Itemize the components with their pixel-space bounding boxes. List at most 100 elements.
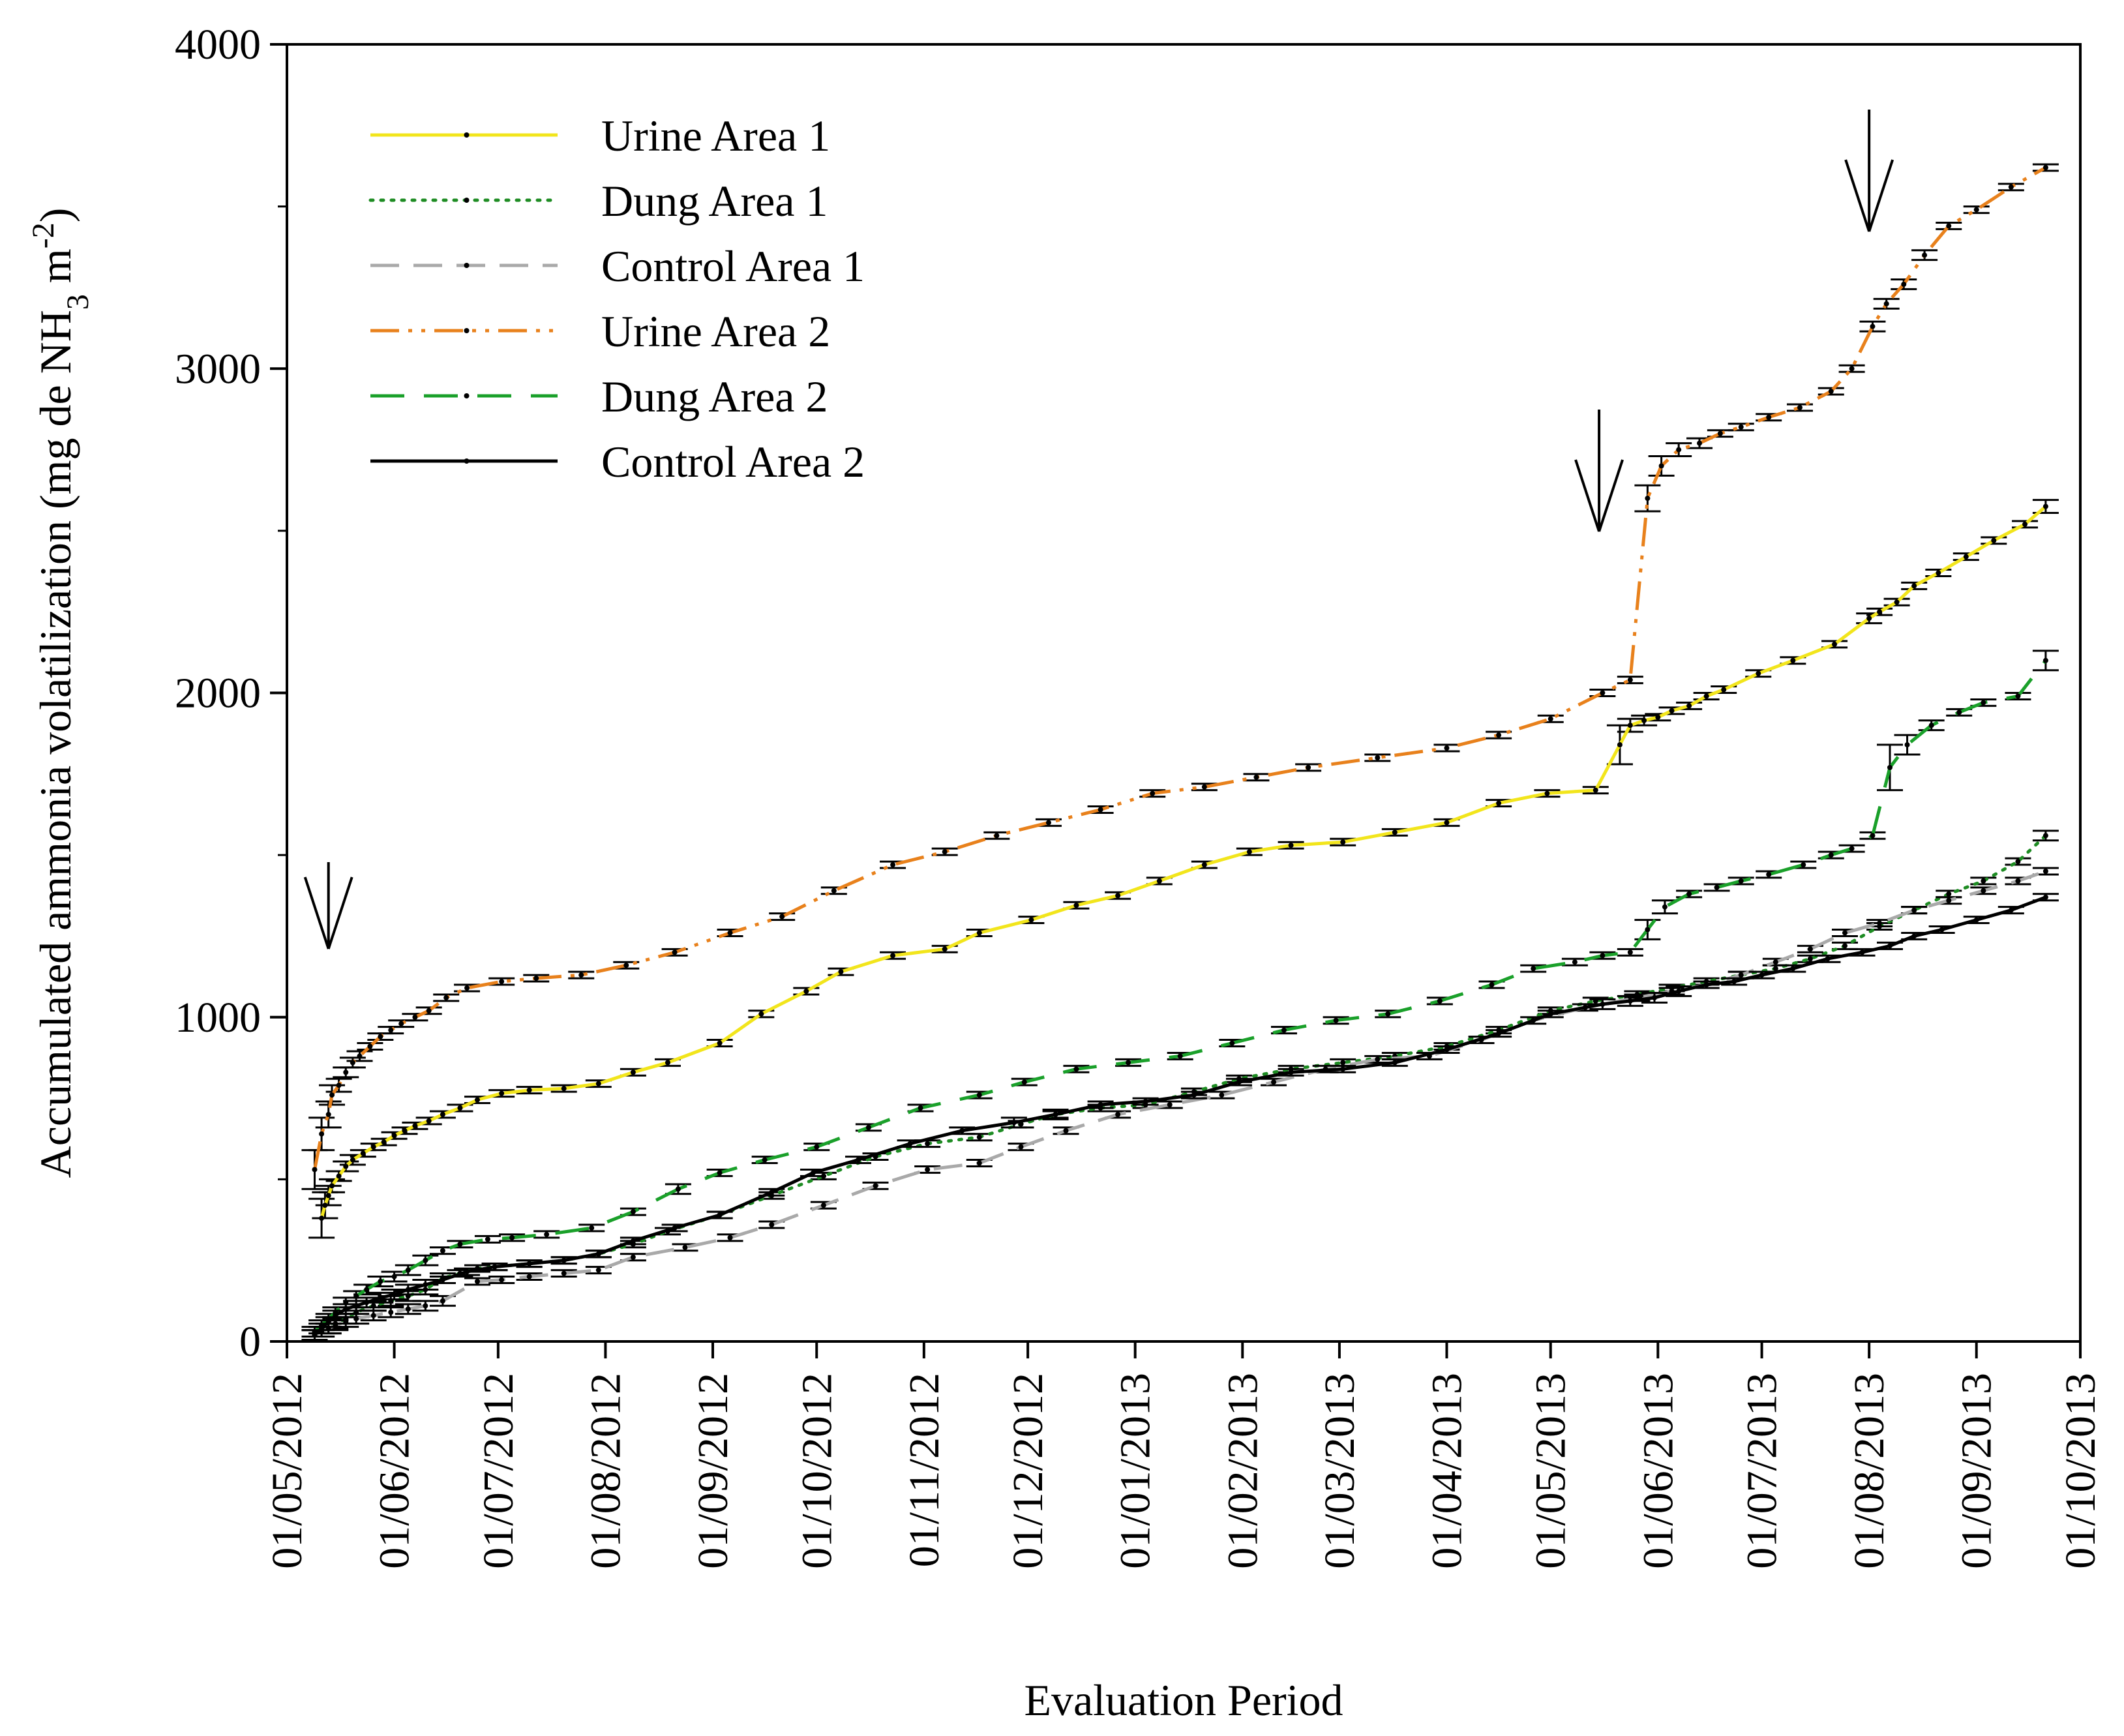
x-tick-label: 01/01/2013 (1112, 1373, 1159, 1569)
data-point (1375, 755, 1381, 760)
data-point (717, 1212, 723, 1218)
data-point (1288, 843, 1294, 848)
data-point (890, 862, 896, 868)
data-point (890, 953, 896, 959)
data-point (769, 1190, 775, 1195)
data-point (2022, 521, 2028, 527)
data-point (1392, 830, 1398, 835)
arrow-head-left (303, 876, 330, 950)
data-point (1703, 982, 1709, 988)
data-point (925, 1141, 931, 1146)
data-point (1627, 950, 1633, 955)
x-tick-label: 01/07/2012 (475, 1373, 522, 1569)
data-point (364, 1287, 370, 1293)
data-point (630, 1070, 636, 1075)
data-point (1901, 281, 1907, 287)
data-point (423, 1281, 428, 1287)
data-point (727, 930, 733, 936)
data-point (769, 1221, 775, 1227)
data-point (1714, 884, 1720, 890)
y-axis-title-subscript: 3 (61, 294, 95, 310)
data-point (440, 1298, 445, 1304)
legend-marker (464, 458, 470, 464)
data-point (1981, 888, 1986, 893)
data-point (2015, 693, 2021, 699)
x-tick-label: 01/05/2012 (263, 1373, 311, 1569)
data-point (2008, 907, 2014, 913)
data-point (499, 979, 505, 985)
data-point (1073, 903, 1079, 908)
data-point (2042, 503, 2048, 509)
data-point (1946, 223, 1952, 229)
data-point (1306, 764, 1311, 770)
data-point (343, 1163, 349, 1169)
data-point (370, 1144, 376, 1150)
legend-label: Dung Area 2 (601, 372, 828, 421)
data-point (2042, 868, 2048, 874)
data-point (343, 1070, 349, 1075)
data-point (1991, 537, 1997, 543)
data-point (855, 1157, 861, 1163)
data-point (1531, 966, 1536, 972)
data-point (1883, 301, 1889, 307)
data-point (561, 1270, 567, 1276)
data-point (1697, 440, 1703, 446)
x-tick-label: 01/06/2012 (371, 1373, 419, 1569)
data-point (1496, 800, 1502, 806)
legend: Urine Area 1 Dung Area 1 Control Area 1 Uri… (368, 111, 865, 486)
data-point (412, 1014, 418, 1020)
data-point (457, 1105, 463, 1111)
data-point (907, 1141, 913, 1146)
data-point (1842, 943, 1847, 949)
data-point (533, 976, 539, 981)
data-point (357, 1053, 363, 1059)
data-point (630, 1254, 636, 1260)
y-tick-label: 3000 (175, 345, 261, 393)
data-point (2042, 164, 2048, 170)
data-point (1832, 641, 1838, 647)
data-point (1437, 998, 1443, 1004)
data-point (1686, 891, 1692, 897)
data-point (1340, 1066, 1346, 1072)
data-point (336, 1083, 342, 1088)
x-tick-label: 01/11/2012 (901, 1373, 948, 1567)
data-point (1828, 852, 1834, 858)
data-point (717, 1040, 723, 1046)
series-urine-area-1 (308, 499, 2059, 1239)
data-point (1073, 1066, 1079, 1072)
data-point (762, 1157, 768, 1163)
y-axis-title-superscript: -2 (26, 222, 61, 248)
data-point (942, 849, 948, 855)
data-point (526, 1274, 532, 1280)
data-point (1963, 554, 1969, 560)
data-point (1156, 878, 1162, 884)
data-point (717, 1170, 723, 1176)
arrow-head-left (1844, 159, 1871, 232)
data-point (1849, 846, 1855, 852)
x-tick-label: 01/08/2013 (1846, 1373, 1893, 1569)
data-point (405, 1267, 411, 1273)
data-point (675, 1186, 681, 1192)
x-tick-label: 01/02/2013 (1219, 1373, 1266, 1569)
data-point (1738, 972, 1744, 978)
data-point (1973, 917, 1979, 923)
arrow-head-right (1598, 459, 1624, 532)
data-point (1686, 703, 1692, 709)
data-point (1444, 820, 1450, 826)
data-point (1177, 1053, 1183, 1059)
data-point (1939, 927, 1945, 933)
y-axis-title-middle: m (31, 248, 80, 294)
data-point (1281, 1027, 1287, 1033)
data-point (1600, 953, 1606, 959)
y-tick-label: 1000 (175, 994, 261, 1041)
data-point (1288, 1070, 1294, 1075)
data-point (360, 1150, 366, 1156)
data-point (810, 1170, 816, 1176)
data-point (388, 1027, 394, 1033)
data-point (1191, 1092, 1197, 1098)
data-point (398, 1021, 404, 1026)
data-point (838, 969, 844, 975)
legend-label: Dung Area 1 (601, 176, 828, 226)
